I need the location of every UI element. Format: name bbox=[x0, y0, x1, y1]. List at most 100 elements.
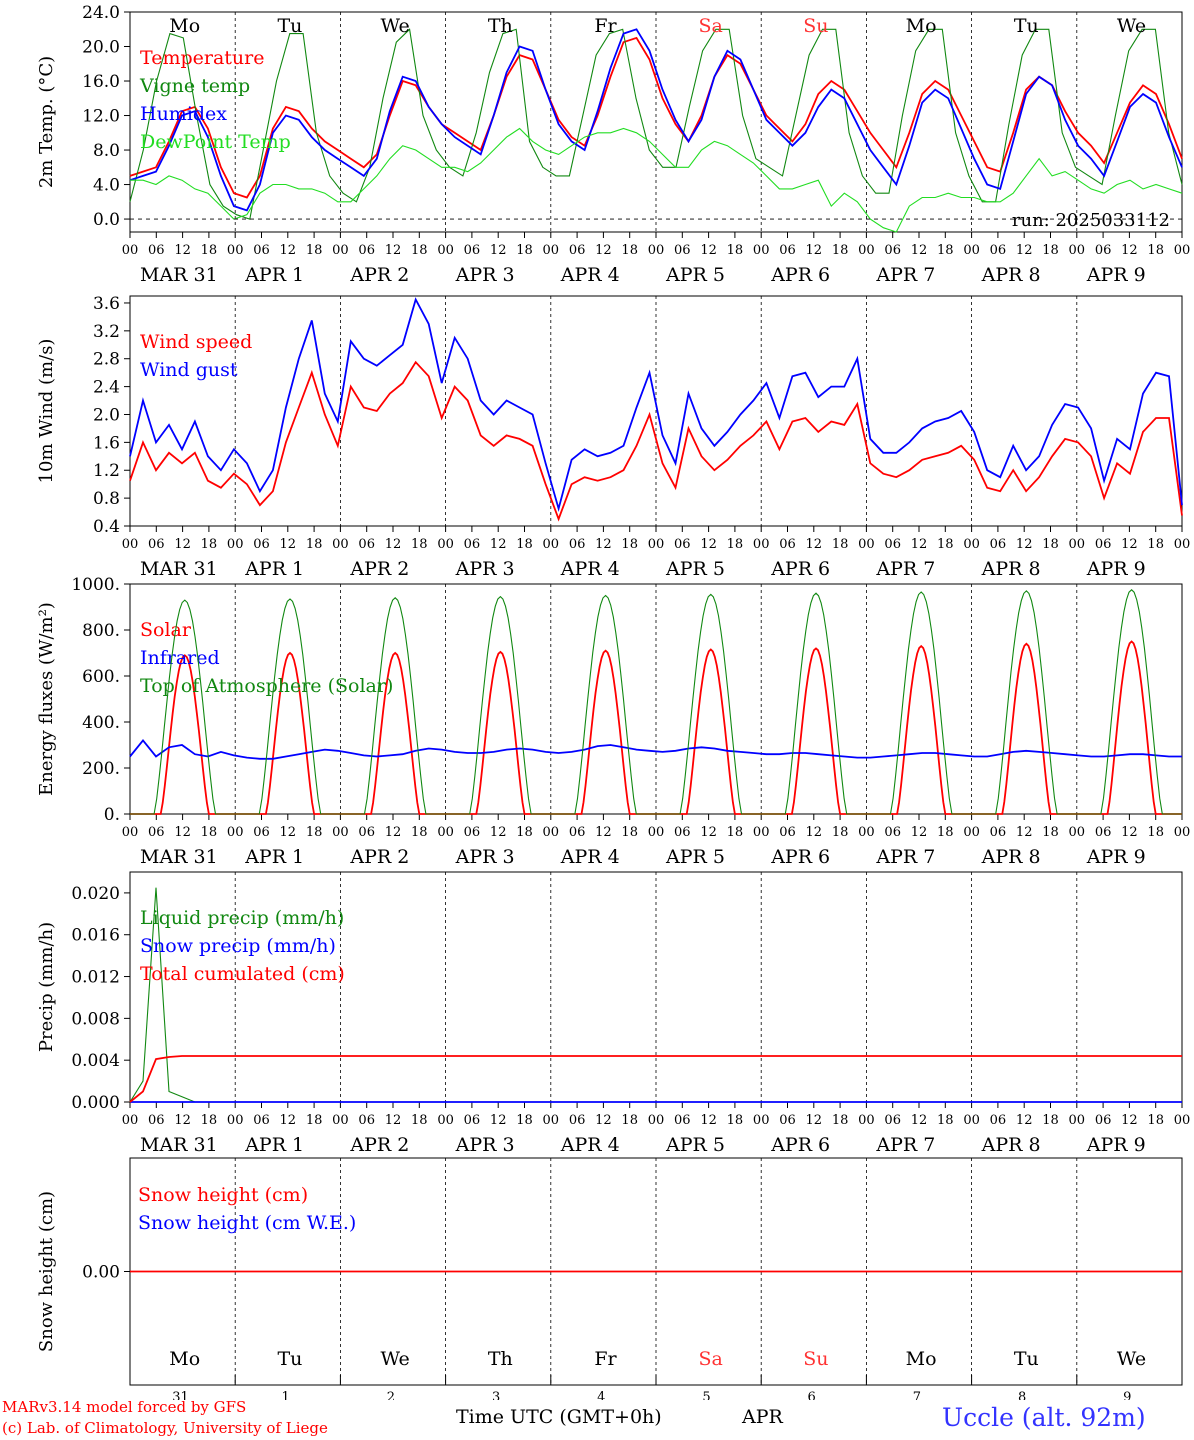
x-tick-label: 12 bbox=[280, 537, 297, 552]
x-tick-label: 00 bbox=[648, 243, 665, 258]
x-tick-label: 18 bbox=[937, 825, 954, 840]
date-label: APR 6 bbox=[770, 558, 830, 580]
date-label: APR 3 bbox=[455, 1134, 515, 1156]
x-tick-label: 18 bbox=[727, 243, 744, 258]
x-tick-label: 06 bbox=[253, 243, 270, 258]
x-tick-label: 06 bbox=[779, 1113, 796, 1128]
legend-solar: Solar bbox=[140, 619, 192, 641]
x-tick-label: 18 bbox=[727, 537, 744, 552]
day-name: Tu bbox=[1014, 15, 1039, 37]
y-tick-label: 1000. bbox=[71, 575, 120, 595]
day-name: Tu bbox=[277, 15, 302, 37]
date-label: APR 5 bbox=[665, 264, 725, 286]
bottom-day-number: 3 bbox=[492, 1390, 500, 1400]
x-tick-label: 00 bbox=[227, 825, 244, 840]
x-tick-label: 12 bbox=[385, 243, 402, 258]
x-tick-label: 00 bbox=[332, 825, 349, 840]
bottom-day-number: 1 bbox=[282, 1390, 290, 1400]
y-tick-label: 600. bbox=[82, 667, 120, 687]
legend-top-of-atmosphere-solar-: Top of Atmosphere (Solar) bbox=[140, 675, 393, 697]
x-tick-label: 00 bbox=[648, 537, 665, 552]
month-label: APR bbox=[742, 1406, 783, 1428]
y-axis-title: Energy fluxes (W/m²) bbox=[36, 602, 57, 796]
x-tick-label: 12 bbox=[490, 537, 507, 552]
y-axis-title: Snow height (cm) bbox=[36, 1191, 57, 1352]
date-label: APR 5 bbox=[665, 846, 725, 868]
series-line-top-of-atmosphere-solar- bbox=[130, 589, 1182, 815]
x-tick-label: 18 bbox=[201, 1113, 218, 1128]
y-tick-label: 0.012 bbox=[71, 968, 120, 988]
x-tick-label: 00 bbox=[858, 1113, 875, 1128]
y-tick-label: 0.00 bbox=[82, 1263, 120, 1283]
x-tick-label: 00 bbox=[437, 825, 454, 840]
date-label: APR 3 bbox=[455, 558, 515, 580]
day-name: Sa bbox=[699, 15, 723, 37]
bottom-day-name: Sa bbox=[699, 1348, 723, 1370]
series-line-vigne-temp bbox=[129, 28, 1183, 220]
x-tick-label: 06 bbox=[674, 1113, 691, 1128]
x-tick-label: 00 bbox=[1069, 243, 1086, 258]
x-tick-label: 00 bbox=[437, 1113, 454, 1128]
x-tick-label: 00 bbox=[227, 1113, 244, 1128]
day-name: Th bbox=[488, 15, 513, 37]
y-axis-title: 2m Temp. (°C) bbox=[36, 56, 57, 188]
x-tick-label: 12 bbox=[490, 243, 507, 258]
date-label: APR 3 bbox=[455, 264, 515, 286]
bottom-day-name: Mo bbox=[169, 1348, 200, 1370]
date-label: APR 7 bbox=[875, 1134, 935, 1156]
y-tick-label: 200. bbox=[82, 759, 120, 779]
x-tick-label: 06 bbox=[1095, 825, 1112, 840]
date-label: APR 1 bbox=[244, 264, 304, 286]
x-tick-label: 00 bbox=[1174, 825, 1191, 840]
x-tick-label: 18 bbox=[1042, 537, 1059, 552]
date-label: APR 7 bbox=[875, 558, 935, 580]
y-axis-title: 10m Wind (m/s) bbox=[36, 339, 57, 484]
x-tick-label: 00 bbox=[543, 537, 560, 552]
x-tick-label: 06 bbox=[990, 537, 1007, 552]
date-label: MAR 31 bbox=[140, 264, 218, 286]
x-tick-label: 18 bbox=[516, 243, 533, 258]
x-tick-label: 06 bbox=[884, 243, 901, 258]
x-tick-label: 06 bbox=[884, 825, 901, 840]
x-tick-label: 12 bbox=[595, 825, 612, 840]
legend-snow-height-cm-: Snow height (cm) bbox=[138, 1184, 308, 1206]
x-tick-label: 00 bbox=[858, 537, 875, 552]
series-line-temperature bbox=[129, 36, 1183, 199]
x-tick-label: 18 bbox=[306, 1113, 323, 1128]
x-tick-label: 18 bbox=[1147, 537, 1164, 552]
bottom-day-name: Su bbox=[803, 1348, 828, 1370]
x-tick-label: 00 bbox=[1069, 1113, 1086, 1128]
y-tick-label: 800. bbox=[82, 621, 120, 641]
legend-infrared: Infrared bbox=[140, 647, 220, 669]
y-tick-label: 20.0 bbox=[82, 38, 120, 58]
x-tick-label: 12 bbox=[1121, 243, 1138, 258]
x-tick-label: 00 bbox=[122, 537, 139, 552]
x-tick-label: 00 bbox=[122, 1113, 139, 1128]
x-tick-label: 06 bbox=[464, 537, 481, 552]
y-tick-label: 4.0 bbox=[93, 176, 120, 196]
x-tick-label: 00 bbox=[648, 1113, 665, 1128]
bottom-day-number: 9 bbox=[1123, 1390, 1131, 1400]
bottom-day-number: 6 bbox=[808, 1390, 816, 1400]
date-label: APR 1 bbox=[244, 558, 304, 580]
series-line-total-cumulated-cm- bbox=[129, 1055, 1182, 1103]
day-name: We bbox=[1117, 15, 1146, 37]
date-label: APR 1 bbox=[244, 846, 304, 868]
x-tick-label: 00 bbox=[122, 825, 139, 840]
x-tick-label: 18 bbox=[727, 825, 744, 840]
date-label: APR 5 bbox=[665, 1134, 725, 1156]
x-tick-label: 00 bbox=[1174, 243, 1191, 258]
date-label: APR 8 bbox=[981, 558, 1041, 580]
x-tick-label: 18 bbox=[201, 825, 218, 840]
x-tick-label: 00 bbox=[1069, 537, 1086, 552]
x-tick-label: 06 bbox=[464, 243, 481, 258]
bottom-day-name: Th bbox=[488, 1348, 513, 1370]
x-tick-label: 12 bbox=[911, 1113, 928, 1128]
x-tick-label: 06 bbox=[358, 243, 375, 258]
x-tick-label: 12 bbox=[911, 825, 928, 840]
x-tick-label: 12 bbox=[1121, 1113, 1138, 1128]
y-tick-label: 3.6 bbox=[93, 294, 120, 314]
x-tick-label: 06 bbox=[148, 537, 165, 552]
x-tick-label: 12 bbox=[385, 825, 402, 840]
y-tick-label: 16.0 bbox=[82, 72, 120, 92]
